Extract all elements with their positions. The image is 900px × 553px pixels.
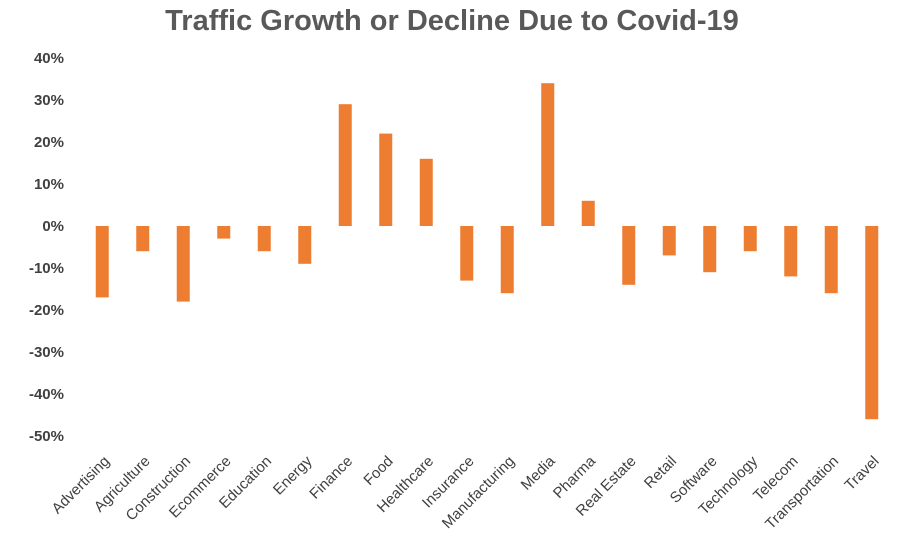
x-tick-label: Finance: [306, 453, 356, 503]
bar: [379, 133, 393, 226]
bar: [581, 200, 595, 226]
y-tick-label: -50%: [29, 428, 64, 445]
y-tick-label: -40%: [29, 386, 64, 403]
x-tick-label: Transportation: [762, 453, 842, 533]
bar: [176, 226, 190, 302]
bar: [136, 226, 150, 252]
x-tick-label: Travel: [841, 453, 882, 494]
bar: [460, 226, 474, 281]
bar: [662, 226, 676, 256]
bar: [217, 226, 231, 239]
bar: [703, 226, 717, 273]
bar: [298, 226, 312, 264]
bar: [419, 158, 433, 226]
bar: [865, 226, 879, 420]
y-axis-ticks: 40% 30% 20% 10% 0% -10% -20% -30% -40% -50%: [29, 50, 64, 445]
y-tick-label: 0%: [42, 218, 64, 235]
y-tick-label: -20%: [29, 302, 64, 319]
y-tick-label: 20%: [34, 134, 64, 151]
bar: [622, 226, 636, 285]
bar: [500, 226, 514, 294]
chart-title: Traffic Growth or Decline Due to Covid-1…: [165, 5, 739, 37]
x-axis-ticks: AdvertisingAgricultureConstructionEcomme…: [49, 452, 883, 532]
bar: [541, 83, 555, 226]
bar: [743, 226, 757, 252]
y-tick-label: 40%: [34, 50, 64, 67]
bar: [95, 226, 109, 298]
bar: [824, 226, 838, 294]
x-tick-label: Manufacturing: [439, 453, 518, 532]
bar: [784, 226, 798, 277]
y-tick-label: -30%: [29, 344, 64, 361]
y-tick-label: 30%: [34, 92, 64, 109]
x-tick-label: Food: [360, 453, 396, 489]
bar: [338, 104, 352, 226]
bar: [257, 226, 271, 252]
y-tick-label: 10%: [34, 176, 64, 193]
y-tick-label: -10%: [29, 260, 64, 277]
bars: [95, 83, 879, 420]
